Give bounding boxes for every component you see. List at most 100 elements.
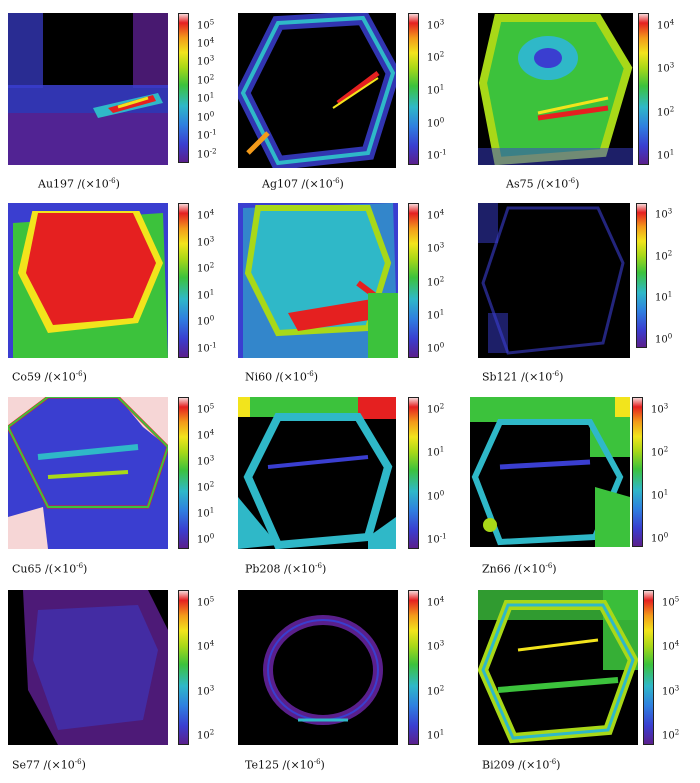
colorbar-tick-label: 103 (662, 684, 680, 698)
colorbar-ni60: 104 103 102 101 100 (408, 203, 444, 358)
colorbar-tick-label: 105 (197, 17, 215, 32)
colorbar-tick-label: 105 (197, 595, 215, 609)
element-map-ni60 (238, 203, 398, 358)
colorbar-co59: 104 103 102 101 100 10-1 (178, 203, 217, 358)
colorbar-tick-label: 10-1 (197, 128, 217, 142)
colorbar-tick-label: 101 (655, 290, 673, 304)
colorbar-tick-label: 104 (197, 639, 215, 653)
caption-se77: Se77 /(×10-6) (12, 758, 86, 772)
colorbar-tick-label: 103 (197, 454, 215, 468)
map-sb121 (478, 203, 630, 358)
element-map-au197 (8, 13, 168, 165)
colorbar-tick-label: 101 (427, 445, 445, 459)
map-bi209 (478, 590, 638, 745)
colorbar-tick-label: 101 (427, 728, 445, 742)
colorbar-tick-label: 101 (651, 487, 669, 502)
map-as75 (478, 13, 633, 165)
map-au197 (8, 13, 168, 165)
colorbar-tick-label: 104 (657, 17, 675, 32)
colorbar-tick-label: 102 (427, 274, 445, 289)
colorbar-tick-label: 104 (197, 428, 215, 442)
colorbar-tick-label: 102 (662, 728, 680, 742)
colorbar-tick-label: 100 (197, 532, 215, 547)
colorbar-tick-label: 102 (651, 444, 669, 459)
caption-pb208: Pb208 /(×10-6) (245, 562, 327, 576)
caption-co59: Co59 /(×10-6) (12, 370, 87, 384)
colorbar-tick-label: 102 (655, 249, 673, 263)
colorbar-tick-label: 102 (197, 261, 215, 275)
map-cu65 (8, 397, 168, 549)
colorbar-tick-label: 102 (657, 105, 675, 119)
colorbar-pb208: 102 101 100 10-1 (408, 397, 447, 549)
colorbar-tick-label: 104 (427, 208, 445, 222)
element-map-se77 (8, 590, 168, 745)
colorbar-te125: 104 103 102 101 (408, 590, 444, 745)
caption-zn66: Zn66 /(×10-6) (482, 562, 557, 576)
colorbar-tick-label: 105 (197, 401, 215, 416)
element-map-te125 (238, 590, 398, 745)
colorbar-tick-label: 10-1 (427, 148, 447, 163)
colorbar-tick-label: 102 (427, 684, 445, 698)
map-se77 (8, 590, 168, 745)
colorbar-tick-label: 104 (197, 36, 215, 50)
caption-cu65: Cu65 /(×10-6) (12, 562, 88, 576)
caption-te125: Te125 /(×10-6) (245, 758, 325, 772)
colorbar-tick-label: 101 (427, 308, 445, 322)
caption-sb121: Sb121 /(×10-6) (482, 370, 564, 384)
colorbar-tick-label: 103 (427, 17, 445, 32)
colorbar-tick-label: 10-1 (427, 532, 447, 547)
caption-as75: As75 /(×10-6) (506, 177, 580, 191)
colorbar-as75: 104 103 102 101 (638, 13, 674, 165)
colorbar-tick-label: 103 (427, 639, 445, 653)
map-zn66 (470, 397, 630, 547)
colorbar-bi209: 105 104 103 102 (643, 590, 679, 745)
colorbar-tick-label: 103 (197, 684, 215, 698)
caption-ni60: Ni60 /(×10-6) (245, 370, 318, 384)
element-map-cu65 (8, 397, 168, 549)
map-ni60 (238, 203, 398, 358)
colorbar-cu65: 105 104 103 102 101 100 (178, 397, 214, 549)
colorbar-tick-label: 101 (427, 83, 445, 97)
colorbar-tick-label: 100 (427, 341, 445, 355)
colorbar-tick-label: 100 (197, 109, 215, 124)
colorbar-tick-label: 10-1 (197, 341, 217, 355)
element-map-co59 (8, 203, 168, 358)
colorbar-tick-label: 102 (427, 401, 445, 416)
colorbar-se77: 105 104 103 102 (178, 590, 214, 745)
colorbar-tick-label: 101 (657, 148, 675, 163)
map-ag107 (238, 13, 396, 168)
colorbar-tick-label: 102 (427, 50, 445, 64)
map-co59 (8, 203, 168, 358)
colorbar-tick-label: 104 (427, 595, 445, 609)
colorbar-au197: 105 104 103 102 101 100 10-1 10-2 (178, 13, 217, 163)
map-pb208 (238, 397, 396, 549)
colorbar-tick-label: 10-2 (197, 146, 217, 161)
colorbar-ag107: 103 102 101 100 10-1 (408, 13, 447, 165)
colorbar-tick-label: 101 (197, 506, 215, 520)
element-map-bi209 (478, 590, 638, 745)
colorbar-tick-label: 100 (427, 489, 445, 503)
colorbar-tick-label: 104 (197, 208, 215, 222)
colorbar-tick-label: 100 (651, 530, 669, 545)
element-map-ag107 (238, 13, 396, 168)
colorbar-zn66: 103 102 101 100 (632, 397, 668, 547)
caption-au197: Au197 /(×10-6) (38, 177, 120, 191)
colorbar-tick-label: 103 (197, 234, 215, 249)
colorbar-tick-label: 101 (197, 288, 215, 302)
element-map-as75 (478, 13, 633, 165)
colorbar-tick-label: 103 (657, 61, 675, 75)
colorbar-sb121: 103 102 101 100 (636, 203, 672, 348)
map-te125 (238, 590, 398, 745)
caption-bi209: Bi209 /(×10-6) (482, 758, 561, 772)
caption-ag107: Ag107 /(×10-6) (262, 177, 344, 191)
colorbar-tick-label: 101 (197, 91, 215, 105)
colorbar-tick-label: 103 (197, 54, 215, 69)
colorbar-tick-label: 103 (651, 401, 669, 416)
colorbar-tick-label: 102 (197, 480, 215, 494)
colorbar-tick-label: 103 (655, 207, 673, 221)
element-map-zn66 (470, 397, 630, 547)
colorbar-tick-label: 102 (197, 73, 215, 87)
colorbar-tick-label: 102 (197, 728, 215, 742)
colorbar-tick-label: 100 (197, 314, 215, 329)
